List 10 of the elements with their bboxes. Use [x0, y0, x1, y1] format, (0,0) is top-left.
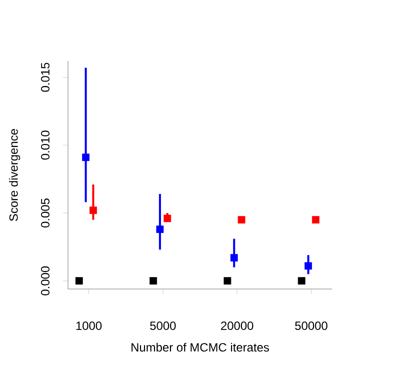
x-tick-label: 50000 [295, 322, 328, 330]
y-tick-label: 0.000 [41, 266, 50, 296]
x-tick-label: 20000 [221, 322, 254, 330]
y-tick-label: 0.015 [41, 62, 50, 92]
x-tick-label: 1000 [76, 322, 102, 330]
x-tick-label: 5000 [150, 322, 176, 330]
x-axis-title: Number of MCMC iterates [132, 342, 269, 352]
y-axis-title: Score divergence [9, 129, 20, 221]
y-tick-label: 0.010 [41, 130, 50, 160]
y-tick-label: 0.005 [41, 198, 50, 228]
